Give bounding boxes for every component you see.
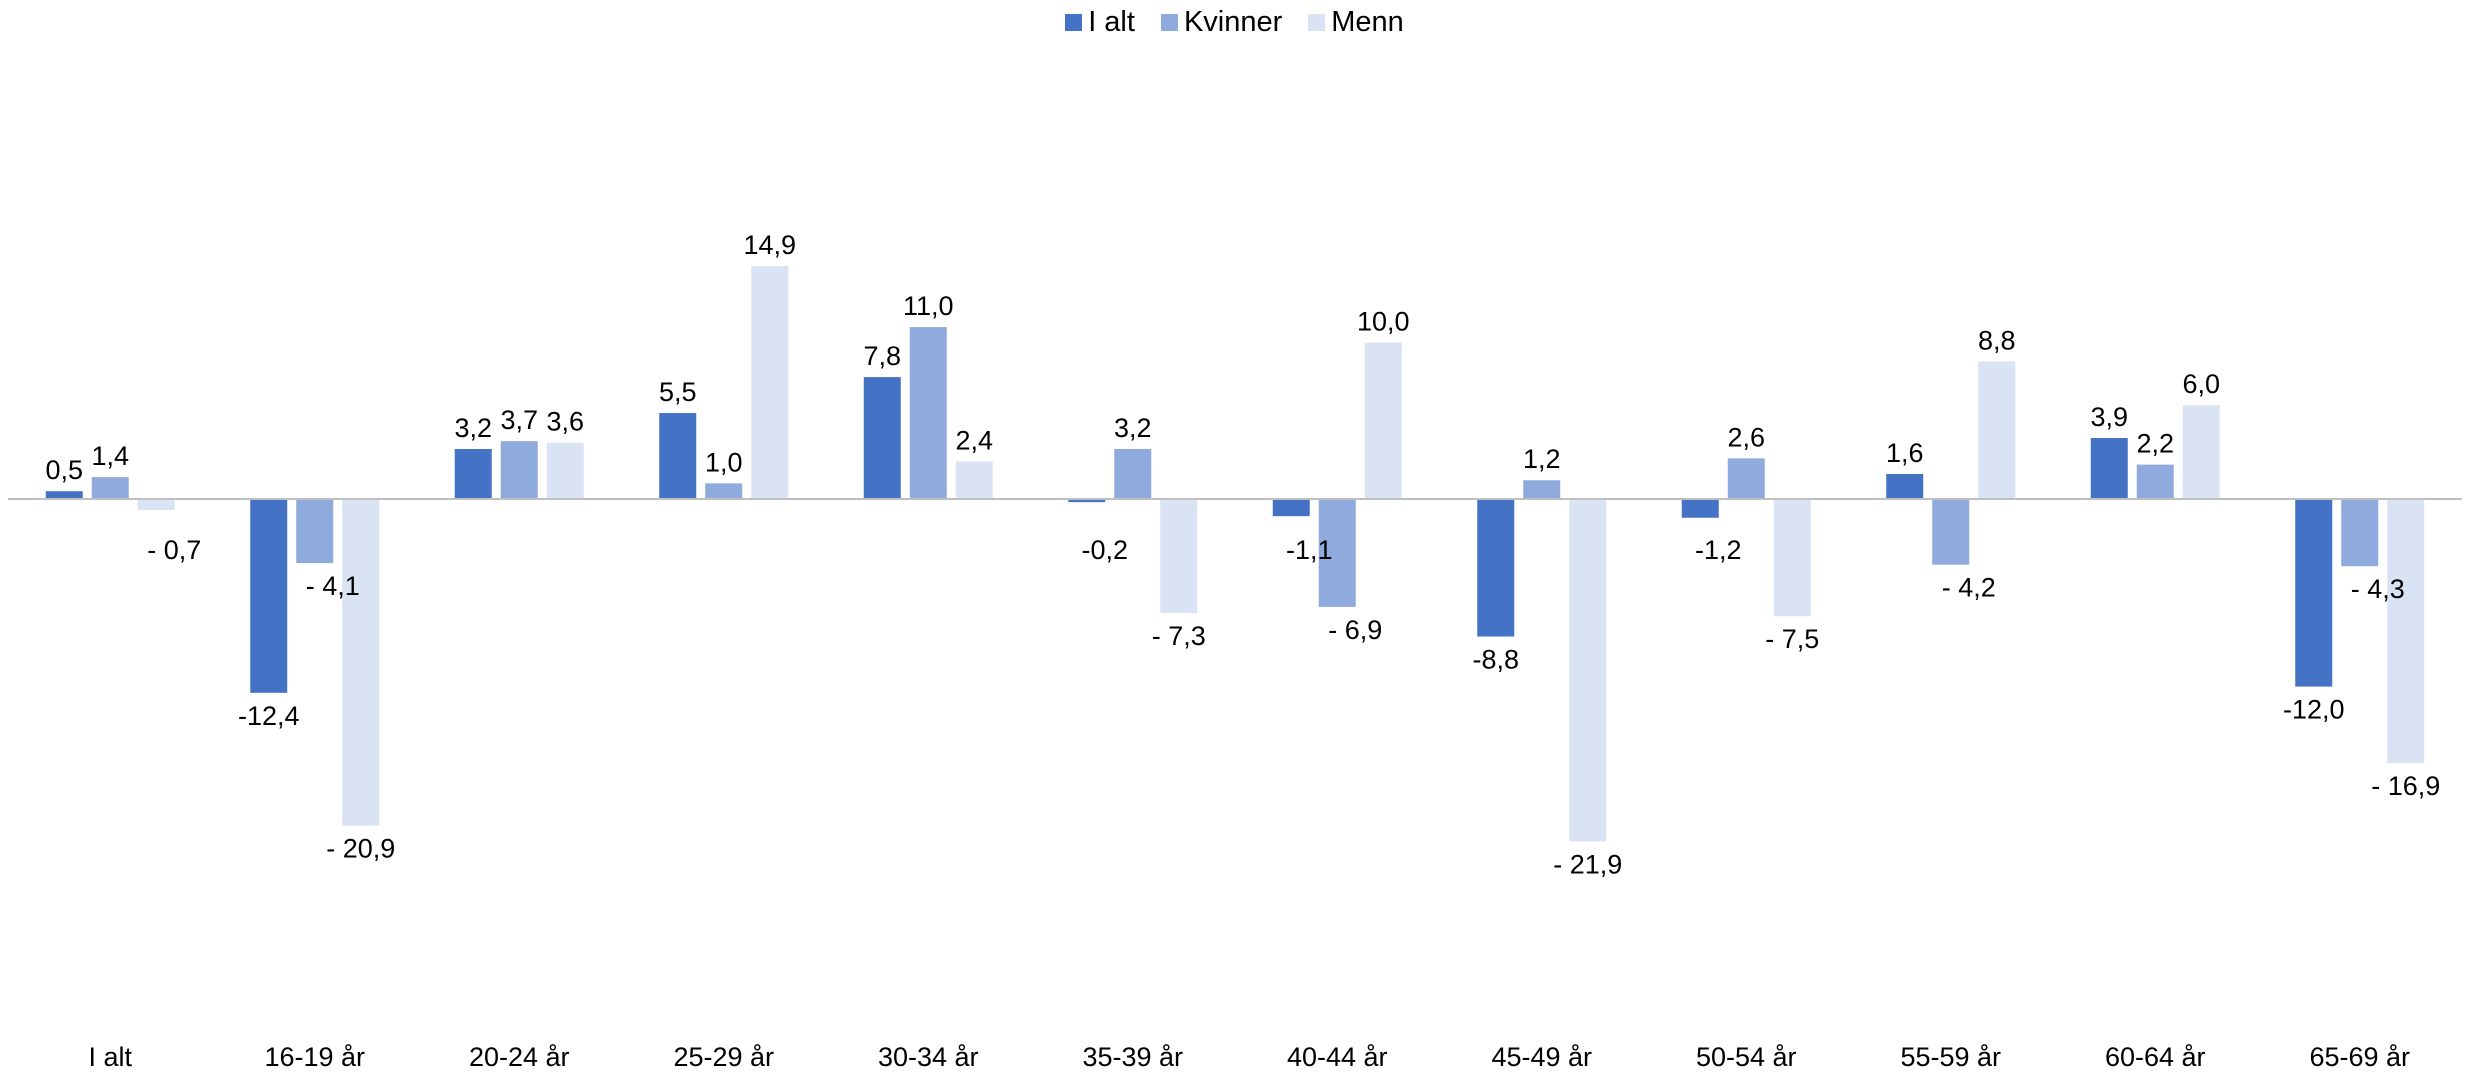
legend-label-i-alt: I alt <box>1088 5 1135 38</box>
x-tick-label: 65-69 år <box>2309 1042 2410 1072</box>
data-label: - 7,5 <box>1765 624 1819 654</box>
x-tick-label: 20-24 år <box>469 1042 570 1072</box>
x-tick-label: 35-39 år <box>1082 1042 1183 1072</box>
data-label: 11,0 <box>903 291 954 321</box>
bar <box>2295 499 2333 687</box>
bar <box>2341 499 2379 567</box>
bar <box>1160 499 1198 614</box>
legend-swatch-i-alt <box>1065 13 1083 31</box>
bar <box>500 441 538 499</box>
bar <box>751 266 789 499</box>
bar <box>546 442 584 499</box>
legend-item-i-alt: I alt <box>1065 6 1135 39</box>
data-label: 0,5 <box>45 455 83 485</box>
bar <box>1569 499 1607 842</box>
data-label: - 4,1 <box>306 571 360 601</box>
data-label: -1,2 <box>1695 535 1742 565</box>
bar <box>2090 438 2128 499</box>
data-label: 1,0 <box>705 447 743 477</box>
chart-legend: I alt Kvinner Menn <box>0 0 2469 44</box>
bar <box>1773 499 1811 617</box>
x-tick-label: 45-49 år <box>1491 1042 1592 1072</box>
bar <box>705 483 743 499</box>
bar <box>1068 499 1106 503</box>
bar <box>955 461 993 499</box>
data-label: 3,6 <box>546 407 584 437</box>
bar <box>659 413 697 499</box>
data-label: - 16,9 <box>2371 771 2440 801</box>
data-label: 14,9 <box>743 230 796 260</box>
bar <box>1681 499 1719 518</box>
data-label: - 7,3 <box>1152 621 1206 651</box>
data-label: 1,4 <box>91 441 129 471</box>
bar <box>1727 458 1765 499</box>
x-tick-label: I alt <box>88 1042 132 1072</box>
data-label: -8,8 <box>1472 645 1519 675</box>
data-label: 10,0 <box>1357 307 1410 337</box>
legend-swatch-kvinner <box>1160 13 1178 31</box>
x-tick-label: 25-29 år <box>673 1042 774 1072</box>
data-label: -12,0 <box>2283 695 2345 725</box>
bar <box>454 448 492 499</box>
bar <box>137 499 175 510</box>
data-label: - 4,2 <box>1942 573 1996 603</box>
bar <box>296 499 334 564</box>
bar <box>1364 342 1402 499</box>
data-label: 2,2 <box>2136 429 2174 459</box>
data-label: 5,5 <box>659 377 697 407</box>
bar <box>1318 499 1356 607</box>
data-label: 1,2 <box>1523 444 1561 474</box>
bar <box>2136 464 2174 499</box>
data-label: -1,1 <box>1286 535 1333 565</box>
x-tick-label: 55-59 år <box>1900 1042 2001 1072</box>
bar <box>342 499 380 826</box>
data-label: -0,2 <box>1081 535 1128 565</box>
bar <box>1523 480 1561 499</box>
data-label: 8,8 <box>1978 325 2016 355</box>
data-label: - 21,9 <box>1553 849 1622 879</box>
data-label: 6,0 <box>2182 369 2220 399</box>
data-label: 3,9 <box>2090 402 2128 432</box>
legend-item-kvinner: Kvinner <box>1160 5 1283 39</box>
bar <box>2387 499 2425 764</box>
data-label: 2,4 <box>955 425 993 455</box>
x-tick-label: 60-64 år <box>2105 1042 2206 1072</box>
bar <box>91 477 129 499</box>
bar <box>1932 499 1970 565</box>
legend-item-menn: Menn <box>1308 6 1404 39</box>
data-label: 2,6 <box>1727 422 1765 452</box>
legend-swatch-menn <box>1308 13 1326 31</box>
x-tick-label: 16-19 år <box>264 1042 365 1072</box>
bar <box>909 327 947 499</box>
bar <box>1272 499 1310 517</box>
data-label: 3,2 <box>1114 413 1152 443</box>
data-label: 7,8 <box>863 341 901 371</box>
x-tick-label: 50-54 år <box>1696 1042 1797 1072</box>
bar <box>2182 405 2220 499</box>
bar <box>45 491 83 499</box>
data-label: -12,4 <box>238 701 300 731</box>
data-label: - 0,7 <box>147 535 201 565</box>
bar <box>863 377 901 499</box>
bar <box>1114 448 1152 499</box>
bar <box>250 499 288 693</box>
data-label: 1,6 <box>1886 438 1924 468</box>
data-label: - 4,3 <box>2351 574 2405 604</box>
legend-label-menn: Menn <box>1331 5 1404 38</box>
x-tick-label: 30-34 år <box>878 1042 979 1072</box>
data-label: - 20,9 <box>326 834 395 864</box>
data-label: 3,2 <box>454 413 492 443</box>
x-tick-label: 40-44 år <box>1287 1042 1388 1072</box>
bar <box>1477 499 1515 637</box>
data-label: - 6,9 <box>1328 615 1382 645</box>
data-label: 3,7 <box>500 405 538 435</box>
bar <box>1886 473 1924 499</box>
bar <box>1978 361 2016 499</box>
legend-label-kvinner: Kvinner <box>1183 5 1283 38</box>
